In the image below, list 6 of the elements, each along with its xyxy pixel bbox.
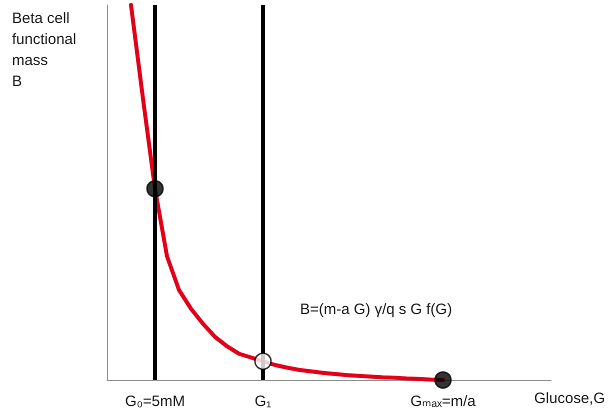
x-tick-label: Gₘₐₓ=m/a [410,393,476,410]
y-axis-title: Beta cell functional mass B [12,10,76,90]
x-tick-label: G₀=5mM [125,393,185,410]
annotation: B=(m-a G) γ/q s G f(G) [300,301,452,318]
x-tick-label: G₁ [254,393,272,410]
x-axis-title: Glucose,G [534,390,606,407]
